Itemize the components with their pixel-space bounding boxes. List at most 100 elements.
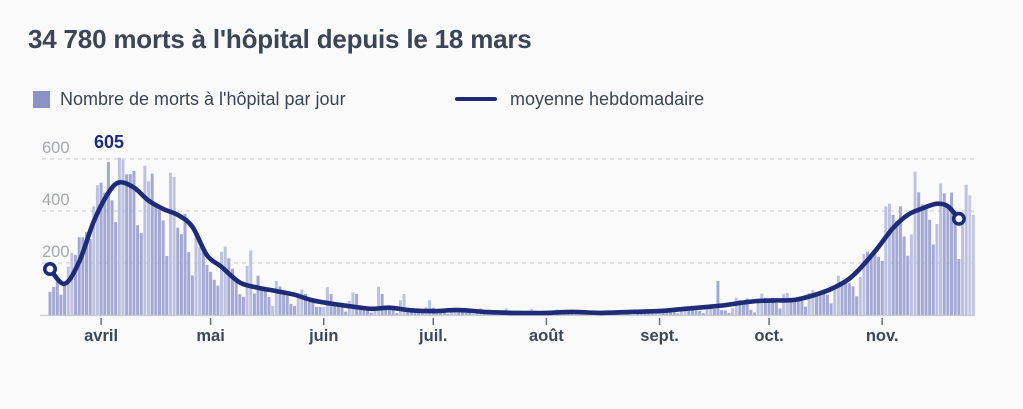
bar bbox=[187, 252, 191, 315]
bar bbox=[183, 213, 187, 315]
bar bbox=[366, 308, 370, 315]
bar bbox=[942, 193, 946, 315]
bar bbox=[818, 292, 822, 315]
deaths-chart: 200 400 600 avril mai juin juil. août sept. oct. n… bbox=[40, 139, 975, 345]
bar bbox=[333, 303, 337, 315]
bar bbox=[428, 300, 432, 315]
bar bbox=[128, 174, 132, 315]
y-tick-label-400: 400 bbox=[42, 191, 70, 209]
bar bbox=[81, 237, 85, 315]
y-tick-label-600: 600 bbox=[42, 139, 70, 157]
bar bbox=[690, 310, 694, 315]
bar bbox=[968, 195, 972, 315]
bar bbox=[373, 307, 377, 315]
bar bbox=[249, 250, 253, 315]
bar bbox=[683, 307, 687, 315]
bar bbox=[957, 259, 961, 315]
bar bbox=[895, 220, 899, 315]
bar bbox=[906, 255, 910, 315]
bar bbox=[355, 293, 359, 315]
bar bbox=[263, 290, 267, 315]
bar bbox=[227, 258, 231, 315]
bar bbox=[377, 286, 380, 315]
bar bbox=[88, 239, 92, 315]
bar bbox=[698, 311, 702, 315]
bar bbox=[205, 264, 209, 315]
bar bbox=[778, 308, 782, 315]
bar bbox=[888, 203, 891, 315]
bar bbox=[709, 307, 713, 315]
bar bbox=[705, 309, 709, 315]
bar bbox=[55, 281, 59, 315]
bar bbox=[880, 260, 884, 315]
bar bbox=[742, 300, 745, 315]
bar bbox=[763, 297, 767, 315]
bar bbox=[920, 204, 924, 315]
bar bbox=[198, 247, 202, 315]
bar bbox=[304, 293, 307, 315]
bar bbox=[85, 232, 88, 315]
bar bbox=[679, 309, 683, 315]
bar bbox=[822, 291, 826, 315]
bar bbox=[950, 192, 954, 315]
bar bbox=[946, 204, 950, 315]
bar bbox=[471, 314, 475, 315]
bar bbox=[74, 254, 78, 315]
legend-item-daily-deaths: Nombre de morts à l'hôpital par jour bbox=[33, 86, 346, 112]
bar bbox=[756, 298, 760, 315]
month-label-juil: juil. bbox=[418, 327, 447, 345]
bar bbox=[625, 313, 629, 315]
bar bbox=[362, 307, 366, 315]
bar bbox=[760, 293, 764, 315]
bar bbox=[935, 224, 939, 315]
bar bbox=[59, 294, 63, 315]
bar bbox=[468, 311, 472, 315]
bar bbox=[231, 268, 234, 315]
month-label-avril: avril bbox=[84, 327, 118, 345]
weekly-average-line bbox=[47, 179, 962, 316]
bar bbox=[223, 246, 227, 315]
bar bbox=[132, 170, 136, 315]
bar bbox=[314, 306, 318, 315]
bar bbox=[351, 292, 355, 315]
legend-item-weekly-average: moyenne hebdomadaire bbox=[455, 86, 704, 112]
month-label-sept: sept. bbox=[640, 327, 679, 345]
bar bbox=[734, 297, 738, 315]
bar bbox=[953, 223, 957, 315]
bar bbox=[723, 310, 727, 315]
bar bbox=[971, 214, 975, 315]
bar bbox=[296, 296, 300, 315]
bar bbox=[891, 214, 895, 315]
bar bbox=[99, 182, 103, 315]
bar bbox=[844, 279, 848, 315]
month-label-août: août bbox=[529, 327, 564, 345]
peak-value-annotation: 605 bbox=[94, 132, 125, 152]
bar bbox=[70, 252, 74, 315]
bar bbox=[402, 293, 406, 315]
bar bbox=[460, 311, 464, 315]
bar bbox=[245, 265, 249, 315]
bar bbox=[114, 222, 118, 315]
bar bbox=[789, 297, 793, 315]
bar bbox=[380, 293, 384, 315]
bar bbox=[676, 313, 680, 315]
bar bbox=[752, 312, 756, 315]
bar-swatch-icon bbox=[33, 90, 50, 108]
bar bbox=[847, 283, 851, 315]
month-label-mai: mai bbox=[196, 327, 224, 345]
bar bbox=[866, 251, 870, 315]
bar bbox=[391, 309, 395, 315]
bar bbox=[238, 294, 242, 315]
bar bbox=[716, 280, 720, 315]
bar bbox=[720, 310, 724, 315]
bar bbox=[774, 303, 778, 315]
bar bbox=[318, 306, 322, 315]
bar bbox=[446, 313, 450, 315]
bar bbox=[924, 204, 928, 315]
line-start-marker bbox=[42, 262, 57, 277]
bar bbox=[749, 309, 753, 315]
bar bbox=[125, 174, 129, 315]
bar bbox=[840, 282, 844, 315]
bar bbox=[767, 301, 771, 315]
